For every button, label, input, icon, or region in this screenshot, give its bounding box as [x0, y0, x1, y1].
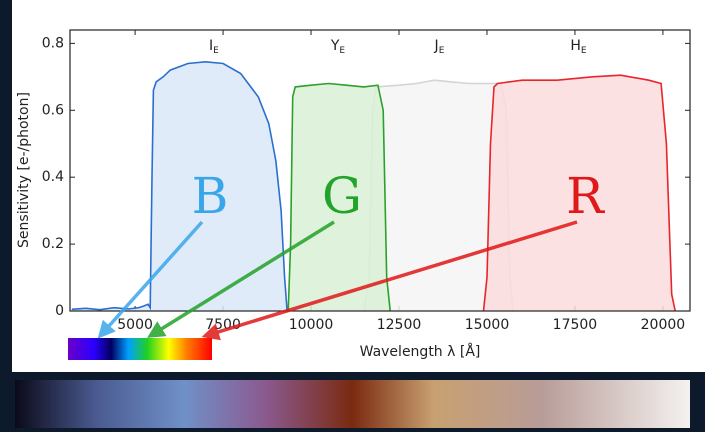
series-subscript: E [339, 46, 345, 56]
series-label: HE [570, 38, 587, 56]
series-name: J [434, 38, 439, 54]
x-tick-label: 10000 [289, 317, 334, 333]
y-tick-label: 0 [55, 303, 64, 319]
series-name: I [209, 38, 213, 54]
y-tick-label: 0.4 [42, 169, 64, 185]
color-strip [15, 380, 690, 428]
series-subscript: E [581, 46, 587, 56]
x-tick-label: 15000 [465, 317, 510, 333]
arrow [147, 220, 335, 338]
series-subscript: E [439, 46, 445, 56]
y-axis-label: Sensitivity [e-/photon] [16, 92, 32, 248]
series-area [71, 61, 288, 311]
arrow [97, 220, 204, 339]
annotation: G [322, 167, 362, 225]
series-name: Y [330, 38, 340, 54]
x-tick-label: 17500 [553, 317, 598, 333]
series-label: YE [330, 38, 346, 56]
x-tick-label: 20000 [641, 317, 686, 333]
x-tick-label: 12500 [377, 317, 422, 333]
series-label: IE [209, 38, 219, 56]
y-tick-label: 0.8 [42, 35, 64, 51]
y-tick-label: 0.6 [42, 102, 64, 118]
rainbow-bar [68, 338, 212, 360]
series-name: H [570, 38, 581, 54]
series-area [288, 83, 391, 311]
series-line [287, 82, 391, 312]
plot-frame [69, 29, 691, 312]
x-tick-label: 5000 [117, 317, 153, 333]
y-tick-label: 0.2 [42, 236, 64, 252]
series-area [483, 75, 676, 311]
annotation: B [192, 167, 229, 225]
annotation: R [566, 167, 605, 225]
series-label: JE [434, 38, 445, 56]
series-subscript: E [213, 46, 219, 56]
x-axis-label: Wavelength λ [Å] [360, 343, 481, 360]
arrow [201, 220, 578, 341]
series-line [482, 74, 676, 312]
